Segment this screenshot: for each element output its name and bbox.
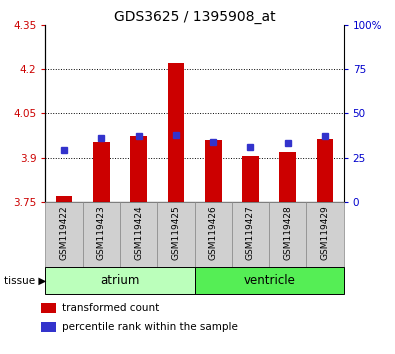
Bar xyxy=(130,136,147,202)
Text: GSM119426: GSM119426 xyxy=(209,205,218,260)
Bar xyxy=(307,202,344,267)
Text: GSM119423: GSM119423 xyxy=(97,205,106,260)
Bar xyxy=(83,202,120,267)
Bar xyxy=(56,196,72,202)
Bar xyxy=(157,202,194,267)
Text: GSM119429: GSM119429 xyxy=(320,205,329,260)
Bar xyxy=(317,139,333,202)
Bar xyxy=(242,156,259,202)
Bar xyxy=(41,303,56,313)
Text: atrium: atrium xyxy=(100,274,140,287)
Bar xyxy=(194,202,232,267)
Title: GDS3625 / 1395908_at: GDS3625 / 1395908_at xyxy=(114,10,275,24)
Bar xyxy=(93,142,110,202)
Bar xyxy=(205,140,222,202)
Bar xyxy=(45,267,194,294)
Text: GSM119425: GSM119425 xyxy=(171,205,181,260)
Bar xyxy=(41,322,56,332)
Text: GSM119428: GSM119428 xyxy=(283,205,292,260)
Bar xyxy=(45,202,83,267)
Bar xyxy=(194,267,344,294)
Text: tissue ▶: tissue ▶ xyxy=(4,275,46,286)
Bar xyxy=(269,202,307,267)
Text: GSM119422: GSM119422 xyxy=(60,205,69,260)
Bar xyxy=(167,63,184,202)
Bar xyxy=(279,152,296,202)
Bar xyxy=(120,202,157,267)
Text: ventricle: ventricle xyxy=(243,274,295,287)
Text: GSM119427: GSM119427 xyxy=(246,205,255,260)
Text: transformed count: transformed count xyxy=(62,303,159,313)
Text: GSM119424: GSM119424 xyxy=(134,205,143,260)
Text: percentile rank within the sample: percentile rank within the sample xyxy=(62,322,238,332)
Bar xyxy=(232,202,269,267)
